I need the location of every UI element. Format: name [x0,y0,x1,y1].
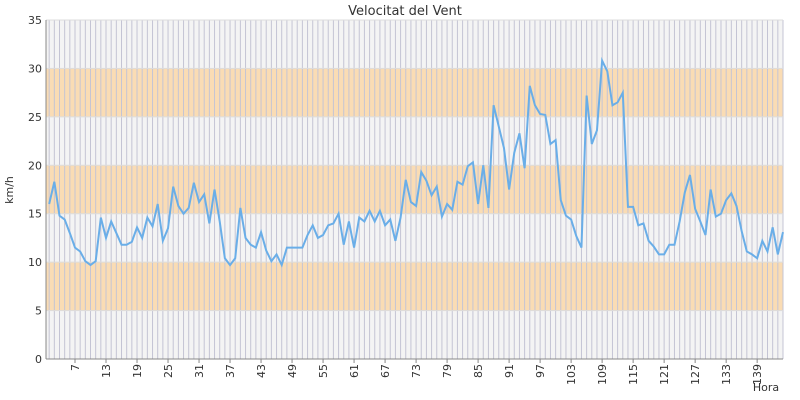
chart-title: Velocitat del Vent [348,4,462,19]
x-tick-label: 61 [348,364,361,378]
y-tick-label: 25 [28,111,42,124]
x-tick-label: 85 [472,364,485,378]
x-tick-label: 37 [224,364,237,378]
line [48,56,784,268]
x-tick-label: 25 [162,364,175,378]
x-tick-label: 73 [410,364,423,378]
y-tick-label: 15 [28,208,42,221]
x-tick-label: 139 [751,364,764,385]
x-tick-label: 13 [100,364,113,378]
x-tick-label: 79 [441,364,454,378]
y-tick-label: 0 [35,353,42,366]
x-tick-label: 121 [658,364,671,385]
band [46,262,783,311]
y-tick-label: 35 [28,14,42,27]
y-tick-label: 20 [28,159,42,172]
x-tick-label: 55 [317,364,330,378]
x-tick-label: 103 [565,364,578,385]
x-axis-label: Hora [753,381,779,394]
band [46,68,783,117]
x-tick-label: 31 [193,364,206,378]
x-tick-label: 7 [69,364,82,371]
x-tick-label: 97 [534,364,547,378]
x-tick-label: 91 [503,364,516,378]
x-tick-label: 19 [131,364,144,378]
x-tick-label: 133 [720,364,733,385]
x-tick-label: 115 [627,364,640,385]
x-tick-label: 49 [286,364,299,378]
x-tick-label: 127 [689,364,702,385]
y-tick-label: 5 [35,305,42,318]
y-tick-label: 10 [28,256,42,269]
y-tick-label: 30 [28,62,42,75]
x-tick-label: 109 [596,364,609,385]
y-axis-label: km/h [3,176,16,204]
x-tick-label: 43 [255,364,268,378]
x-tick-label: 67 [379,364,392,378]
